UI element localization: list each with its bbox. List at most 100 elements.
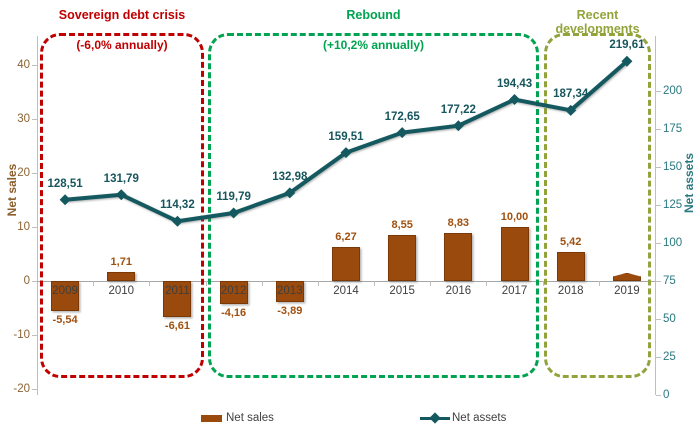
bar-data-label: 8,55 (391, 218, 413, 231)
category-tick-mark (374, 281, 376, 286)
right-tick-label: 0 (663, 389, 670, 401)
year-label: 2012 (220, 285, 247, 297)
left-tick-mark (32, 335, 37, 337)
line-data-label: 119,79 (216, 190, 251, 203)
bar (275, 281, 304, 303)
year-label: 2011 (165, 285, 190, 297)
legend-label-net-sales: Net sales (226, 412, 274, 424)
year-label: 2018 (557, 285, 584, 297)
bar (332, 247, 360, 281)
left-tick-label: 20 (17, 166, 30, 179)
bar-data-label: 6,27 (335, 231, 357, 244)
right-tick-mark (656, 357, 661, 358)
line-data-label: 194,43 (496, 77, 533, 90)
left-tick-mark (32, 64, 37, 66)
category-tick-mark (598, 281, 600, 286)
category-tick-mark (317, 281, 319, 286)
category-tick-mark (486, 281, 488, 286)
left-tick-mark (32, 172, 37, 174)
line-marker-diamond (396, 127, 408, 139)
bar-data-label: 8,83 (447, 217, 470, 230)
category-tick-mark (261, 281, 263, 286)
annotation-subtitle: (-6,0% annually) (76, 38, 168, 52)
line-marker-diamond (115, 189, 127, 201)
left-tick-label: 10 (17, 220, 30, 233)
right-tick-label: 25 (663, 351, 676, 363)
right-tick-mark (656, 281, 661, 283)
bar-data-label: -4,16 (221, 306, 247, 319)
right-tick-label: 50 (663, 313, 676, 326)
left-tick-label: -10 (13, 329, 30, 342)
line-marker-diamond (621, 55, 633, 67)
line-data-label: 131,79 (103, 172, 139, 185)
line-data-label: 114,32 (160, 199, 195, 212)
right-tick-mark (656, 205, 661, 207)
right-axis-line (655, 36, 656, 395)
bar (107, 271, 136, 281)
year-label: 2019 (614, 285, 640, 297)
right-tick-label: 75 (663, 275, 676, 288)
right-tick-mark (656, 167, 661, 169)
line-marker-diamond (452, 120, 464, 132)
line-marker-diamond (171, 215, 183, 227)
line-data-label: 177,22 (440, 103, 476, 116)
bar (500, 226, 529, 281)
bar (51, 281, 80, 311)
bar-data-label: -3,89 (277, 305, 303, 318)
left-tick-mark (32, 226, 37, 228)
right-tick-label: 175 (663, 123, 683, 136)
bar-data-label: -6,61 (164, 319, 190, 332)
line-marker-diamond (340, 147, 352, 159)
line-marker-diamond (509, 94, 521, 106)
left-tick-label: -20 (13, 383, 30, 396)
bar-data-label: 10,00 (500, 210, 529, 223)
left-tick-mark (32, 281, 37, 282)
right-tick-label: 200 (663, 85, 683, 98)
category-tick-mark (542, 281, 544, 286)
line-data-label: 159,51 (328, 130, 364, 143)
year-label: 2015 (389, 285, 415, 297)
left-tick-mark (32, 118, 37, 120)
line-data-label: 128,51 (47, 177, 83, 190)
line-marker-diamond (228, 207, 240, 219)
year-label: 2017 (501, 285, 528, 297)
year-label: 2013 (277, 285, 303, 297)
year-label: 2016 (445, 285, 472, 297)
right-tick-mark (656, 91, 661, 93)
bar (444, 233, 473, 281)
annotation-title: Rebound (346, 8, 401, 22)
bar (219, 281, 248, 304)
right-tick-mark (656, 243, 661, 245)
bar (388, 234, 417, 281)
line-data-label: 219,61 (609, 39, 645, 52)
right-tick-mark (656, 395, 661, 396)
left-tick-label: 30 (17, 112, 30, 125)
zero-axis-line (37, 281, 655, 283)
bar-data-label: 1,71 (110, 255, 132, 268)
legend-swatch-net-sales (201, 415, 222, 422)
bar-data-label: -5,54 (52, 313, 78, 326)
bar (556, 251, 585, 281)
left-tick-mark (32, 389, 37, 391)
annotation-title: Recent developments (555, 8, 640, 36)
annotation-subtitle: (+10,2% annually) (322, 38, 425, 52)
annotation-title: Sovereign debt crisis (58, 8, 186, 22)
line-data-label: 187,34 (553, 88, 589, 101)
bar-data-label: 5,42 (560, 235, 582, 248)
annotation-box (544, 33, 651, 378)
annotation-box (40, 33, 204, 378)
year-label: 2010 (108, 285, 135, 297)
year-label: 2009 (52, 285, 78, 297)
line-data-label: 172,65 (384, 110, 420, 123)
bar (612, 272, 641, 281)
line-data-label: 132,98 (272, 170, 308, 183)
bar (163, 281, 192, 317)
category-tick-mark (205, 281, 207, 286)
category-tick-mark (93, 281, 95, 286)
right-tick-mark (656, 129, 661, 131)
left-tick-label: 0 (23, 275, 30, 287)
right-tick-label: 125 (663, 199, 683, 212)
right-tick-label: 100 (663, 237, 683, 250)
left-axis-line (37, 36, 38, 395)
